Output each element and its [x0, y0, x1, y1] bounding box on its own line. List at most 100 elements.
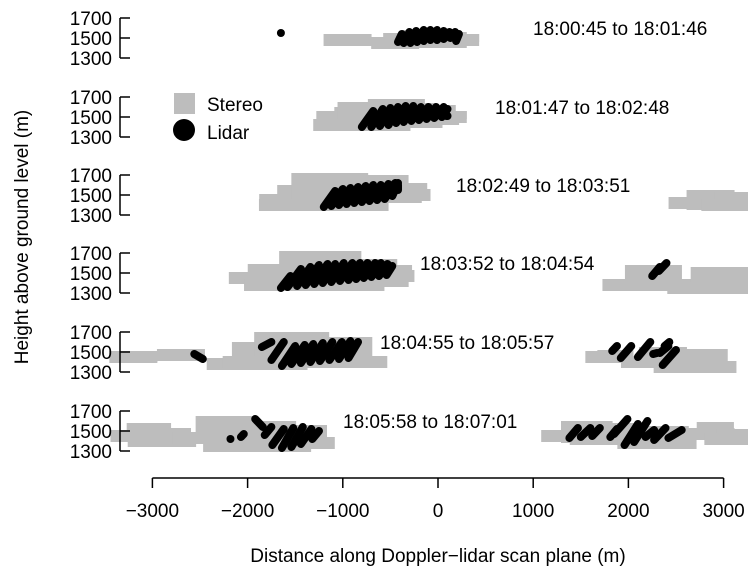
lidar-mark — [407, 103, 425, 125]
y-tick-label: 1500 — [70, 29, 112, 50]
lidar-mark — [319, 187, 340, 211]
lidar-mark — [315, 338, 337, 365]
lidar-mark — [283, 265, 305, 291]
lidar-mark — [373, 180, 393, 204]
x-axis: −3000 −2000 −1000 0 1000 2000 3000 — [126, 477, 745, 522]
stereo-mark — [109, 351, 158, 363]
y-tick-label: 1700 — [70, 244, 112, 265]
lidar-mark — [367, 259, 385, 281]
lidar-mark — [318, 260, 340, 287]
y-tick-label: 1700 — [70, 88, 112, 109]
panel-time-label: 18:01:47 to 18:02:48 — [495, 98, 669, 119]
lidar-mark — [257, 338, 276, 351]
lidar-mark — [325, 338, 346, 364]
lidar-mark — [660, 338, 674, 350]
lidar-mark — [422, 103, 441, 123]
lidar-mark — [565, 424, 582, 442]
lidar-mark — [406, 27, 421, 47]
lidar-mark — [308, 427, 323, 443]
y-tick-label: 1300 — [70, 442, 112, 463]
lidar-mark — [306, 339, 327, 366]
lidar-mark — [654, 259, 671, 275]
y-axis-title: Height above ground level (m) — [12, 110, 33, 365]
lidar-mark — [357, 107, 378, 131]
y-tick-label: 1500 — [70, 108, 112, 129]
lidar-mark — [310, 260, 332, 288]
panel-time-label: 18:03:52 to 18:04:54 — [420, 254, 595, 275]
lidar-mark — [359, 259, 380, 282]
lidar-mark — [610, 415, 632, 438]
lidar-mark — [452, 30, 463, 45]
lidar-mark — [251, 415, 267, 431]
x-tick-label: 1000 — [512, 501, 554, 522]
lidar-mark — [375, 104, 395, 130]
lidar-mark — [334, 184, 355, 209]
lidar-mark — [620, 420, 642, 449]
lidar-mark — [296, 425, 316, 448]
y-tick-label: 1500 — [70, 264, 112, 285]
panel-time-label: 18:00:45 to 18:01:46 — [533, 19, 707, 40]
stereo-mark — [653, 361, 737, 373]
y-tick-label: 1300 — [70, 284, 112, 305]
lidar-mark — [367, 105, 387, 131]
y-tick-label: 1500 — [70, 422, 112, 443]
legend-lidar-label: Lidar — [207, 123, 250, 144]
stereo-mark — [667, 282, 748, 294]
stereo-mark — [701, 199, 748, 211]
y-tick-label: 1300 — [70, 128, 112, 149]
lidar-mark — [357, 181, 378, 206]
lidar-mark — [399, 102, 418, 126]
lidar-mark — [301, 261, 323, 289]
lidar-mark — [344, 259, 364, 284]
lidar-mark — [430, 103, 448, 122]
lidar-mark — [633, 338, 655, 361]
lidar-mark — [588, 424, 604, 440]
lidar-mark — [287, 341, 309, 368]
lidar-mark — [650, 424, 670, 444]
y-tick-label: 1700 — [70, 166, 112, 187]
lidar-mark — [608, 342, 621, 355]
lidar-mark — [392, 102, 410, 127]
lidar-mark — [350, 182, 370, 207]
lidar-mark — [374, 260, 392, 280]
x-tick-label: 3000 — [702, 501, 744, 522]
x-axis-title: Distance along Doppler−lidar scan plane … — [250, 546, 625, 567]
lidar-mark — [658, 346, 680, 369]
lidar-mark — [384, 103, 403, 129]
lidar-mark — [394, 30, 406, 46]
y-tick-label: 1300 — [70, 363, 112, 384]
y-tick-label: 1700 — [70, 323, 112, 344]
lidar-mark — [664, 426, 686, 442]
lidar-mark — [399, 28, 414, 47]
y-tick-label: 1700 — [70, 402, 112, 423]
lidar-mark — [616, 342, 636, 362]
legend-stereo-label: Stereo — [207, 95, 263, 116]
lidar-mark — [344, 338, 363, 362]
panel-time-label: 18:02:49 to 18:03:51 — [456, 176, 630, 197]
lidar-mark — [433, 27, 448, 44]
legend: Stereo Lidar — [173, 93, 263, 144]
lidar-mark — [287, 423, 307, 451]
lidar-mark — [576, 424, 595, 441]
legend-lidar-marker — [173, 119, 195, 141]
legend-stereo-swatch — [174, 93, 195, 114]
y-tick-label: 1300 — [70, 206, 112, 227]
lidar-mark — [413, 26, 428, 46]
x-tick-label: 0 — [433, 501, 444, 522]
lidar-mark — [296, 340, 318, 367]
stereo-mark — [704, 433, 748, 445]
x-tick-label: −1000 — [316, 501, 369, 522]
lidar-mark — [190, 350, 207, 363]
lidar-mark — [426, 26, 442, 44]
lidar-mark — [236, 430, 248, 441]
lidar-mark — [268, 425, 288, 449]
lidar-mark — [267, 338, 288, 364]
y-tick-label: 1500 — [70, 343, 112, 364]
